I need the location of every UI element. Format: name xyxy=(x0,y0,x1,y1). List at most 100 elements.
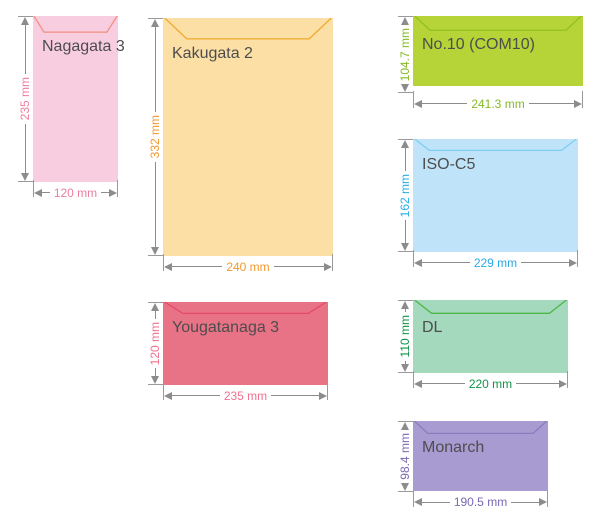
dimension-line xyxy=(154,27,156,113)
arrow-up-icon xyxy=(401,301,409,309)
envelope-group-monarch: 98.4 mm Monarch 190.5 mm xyxy=(397,421,548,509)
envelope-name: No.10 (COM10) xyxy=(422,36,535,53)
arrow-left-icon xyxy=(164,391,172,400)
arrow-down-icon xyxy=(401,482,409,491)
height-dimension: 110 mm xyxy=(397,300,413,373)
envelope-name: Nagagata 3 xyxy=(42,38,125,55)
dimension-line xyxy=(422,262,470,263)
dimension-line xyxy=(422,383,465,384)
width-label: 240 mm xyxy=(226,259,270,274)
height-label: 98.4 mm xyxy=(398,433,412,480)
arrow-down-icon xyxy=(151,247,159,256)
flap-outline-icon xyxy=(413,16,583,31)
width-label: 120 mm xyxy=(53,185,98,200)
dimension-line xyxy=(24,25,26,75)
flap-outline-icon xyxy=(33,16,118,33)
arrow-down-icon xyxy=(21,173,29,182)
arrow-right-icon xyxy=(319,391,328,400)
envelope-group-iso-c5: 162 mm ISO-C5 229 mm xyxy=(397,139,578,269)
width-label: 190.5 mm xyxy=(453,495,508,510)
envelope-group-no10-com10: 104.7 mm No.10 (COM10) 241.3 mm xyxy=(397,16,583,110)
width-label: 235 mm xyxy=(223,388,268,403)
envelope-body: Yougatanaga 3 xyxy=(163,302,328,385)
dimension-line xyxy=(154,161,156,248)
envelope-body: Nagagata 3 xyxy=(33,16,125,182)
dimension-line xyxy=(404,360,406,364)
arrow-right-icon xyxy=(109,188,118,197)
dimension-line xyxy=(172,395,220,396)
arrow-down-icon xyxy=(151,376,159,385)
width-dimension: 190.5 mm xyxy=(413,489,548,510)
width-label: 220 mm xyxy=(468,376,513,391)
envelope-group-nagagata-3: 235 mm Nagagata 3 120 mm xyxy=(17,16,125,200)
dimension-line xyxy=(404,148,406,171)
arrow-right-icon xyxy=(324,262,333,271)
dimension-line xyxy=(521,262,570,263)
dimension-line xyxy=(422,103,468,105)
arrow-down-icon xyxy=(401,243,409,252)
envelope-name: ISO-C5 xyxy=(422,156,476,173)
envelope-body: ISO-C5 xyxy=(413,139,578,252)
arrow-up-icon xyxy=(21,17,29,25)
flap-outline-icon xyxy=(413,300,568,314)
height-dimension: 235 mm xyxy=(17,16,33,182)
arrow-down-icon xyxy=(401,364,409,372)
height-dimension: 162 mm xyxy=(397,139,413,252)
arrow-left-icon xyxy=(414,498,422,507)
arrow-right-icon xyxy=(539,498,548,507)
height-dimension: 332 mm xyxy=(147,18,163,256)
arrow-down-icon xyxy=(401,84,409,93)
dimension-line xyxy=(172,266,223,267)
dimension-line xyxy=(422,501,450,503)
height-label: 332 mm xyxy=(148,115,162,159)
arrow-right-icon xyxy=(569,258,578,267)
dimension-line xyxy=(404,309,406,313)
flap-outline-icon xyxy=(163,302,328,314)
envelope-group-dl: 110 mm DL 220 mm xyxy=(397,300,568,390)
height-label: 110 mm xyxy=(398,315,412,358)
arrow-up-icon xyxy=(401,422,409,430)
envelope-group-yougatanaga-3: 120 mm Yougatanaga 3 235 mm xyxy=(147,302,328,402)
arrow-up-icon xyxy=(151,303,159,311)
arrow-up-icon xyxy=(401,17,409,25)
height-label: 162 mm xyxy=(398,173,412,218)
dimension-line xyxy=(404,220,406,244)
height-label: 104.7 mm xyxy=(398,28,412,82)
arrow-left-icon xyxy=(414,379,422,388)
envelope-body: DL xyxy=(413,300,568,373)
width-dimension: 220 mm xyxy=(413,371,568,391)
arrow-up-icon xyxy=(151,19,159,27)
arrow-left-icon xyxy=(414,258,422,267)
envelope-body: Kakugata 2 xyxy=(163,18,333,256)
envelope-name: Monarch xyxy=(422,439,485,456)
width-label: 229 mm xyxy=(473,255,518,270)
envelope-name: DL xyxy=(422,319,443,336)
height-dimension: 104.7 mm xyxy=(397,16,413,94)
dimension-line xyxy=(42,192,50,193)
dimension-line xyxy=(24,123,26,174)
width-dimension: 235 mm xyxy=(163,383,328,403)
arrow-right-icon xyxy=(574,99,583,108)
arrow-left-icon xyxy=(34,188,42,197)
flap-outline-icon xyxy=(163,18,333,40)
dimension-line xyxy=(516,383,560,384)
envelope-body: No.10 (COM10) xyxy=(413,16,583,86)
dimension-line xyxy=(273,266,325,267)
height-label: 120 mm xyxy=(148,321,162,366)
dimension-line xyxy=(528,103,575,105)
envelope-name: Kakugata 2 xyxy=(172,45,253,62)
dimension-line xyxy=(511,501,540,503)
envelope-group-kakugata-2: 332 mm Kakugata 2 240 mm xyxy=(147,18,333,273)
flap-outline-icon xyxy=(413,139,578,151)
width-dimension: 241.3 mm xyxy=(413,91,583,111)
width-label: 241.3 mm xyxy=(471,96,525,111)
arrow-left-icon xyxy=(164,262,172,271)
dimension-line xyxy=(101,192,110,193)
arrow-right-icon xyxy=(559,379,568,388)
dimension-line xyxy=(154,368,156,377)
envelope-name: Yougatanaga 3 xyxy=(172,319,280,336)
arrow-left-icon xyxy=(414,99,422,108)
arrow-up-icon xyxy=(401,140,409,148)
height-dimension: 120 mm xyxy=(147,302,163,385)
